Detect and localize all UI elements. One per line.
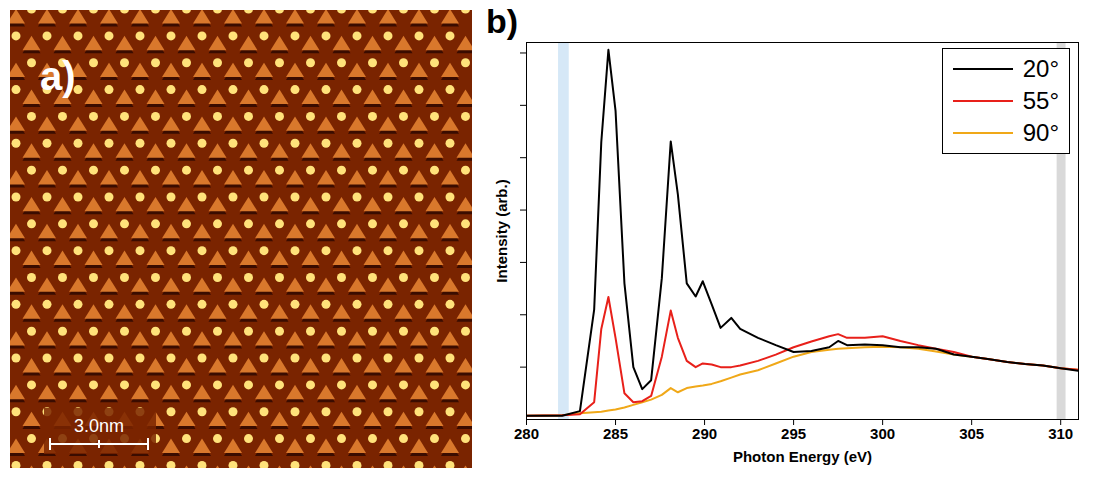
svg-text:Photon Energy (eV): Photon Energy (eV) xyxy=(733,448,872,465)
svg-text:285: 285 xyxy=(603,425,628,442)
svg-text:a): a) xyxy=(40,54,76,98)
svg-text:295: 295 xyxy=(781,425,806,442)
html-text:20°: 20° xyxy=(1022,55,1059,82)
svg-text:Intensity (arb.): Intensity (arb.) xyxy=(493,179,510,282)
svg-text:305: 305 xyxy=(959,425,984,442)
html-text:55°: 55° xyxy=(1022,87,1059,114)
html-text:b): b) xyxy=(486,2,519,40)
svg-text:300: 300 xyxy=(870,425,895,442)
svg-text:280: 280 xyxy=(514,425,539,442)
svg-text:310: 310 xyxy=(1048,425,1073,442)
svg-text:290: 290 xyxy=(692,425,717,442)
svg-text:3.0nm: 3.0nm xyxy=(74,416,124,436)
html-text:90°: 90° xyxy=(1022,119,1059,146)
